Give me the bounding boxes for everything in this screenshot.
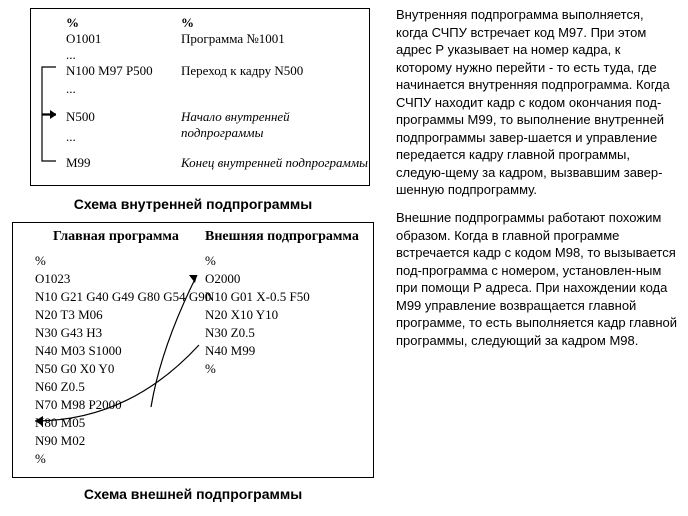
f2-sub-line: N30 Z0.5	[205, 325, 255, 341]
f2-left-title: Главная программа	[53, 229, 179, 245]
figure2-caption: Схема внешней подпрограммы	[0, 486, 386, 502]
f2-main-line: %	[35, 451, 46, 467]
f1-right-header: %	[181, 15, 194, 31]
figure-external-subprogram: Главная программа Внешняя подпрограмма %…	[12, 222, 374, 478]
f2-main-line: %	[35, 253, 46, 269]
f1-end: Конец внутренней подпрограммы	[181, 155, 368, 171]
f2-sub-line: N20 X10 Y10	[205, 307, 278, 323]
f1-n500: N500	[66, 109, 95, 125]
f2-main-line: N20 T3 M06	[35, 307, 103, 323]
f1-dots3: ...	[66, 129, 76, 145]
paragraph-external: Внешние подпрограммы работают похожим об…	[396, 209, 678, 349]
right-column: Внутренняя подпрограмма выполняется, ког…	[396, 6, 678, 359]
f2-return-arrow-icon	[19, 341, 203, 431]
f1-jump: Переход к кадру N500	[181, 63, 303, 79]
f1-start: Начало внутренней подпрограммы	[181, 109, 369, 141]
f2-sub-line: N10 G01 X-0.5 F50	[205, 289, 310, 305]
f2-sub-line: O2000	[205, 271, 240, 287]
f1-dots2: ...	[66, 81, 76, 97]
f1-up-arrow-icon	[38, 109, 62, 169]
figure-internal-subprogram: % % O1001 Программа №1001 ... N100 M97 P…	[30, 8, 370, 186]
f2-main-line: O1023	[35, 271, 70, 287]
figure1-caption: Схема внутренней подпрограммы	[0, 196, 386, 212]
f1-left-header: %	[66, 15, 79, 31]
f2-main-line: N90 M02	[35, 433, 85, 449]
f1-prog: Программа №1001	[181, 31, 285, 47]
f1-m99: M99	[66, 155, 91, 171]
f2-main-line: N30 G43 H3	[35, 325, 102, 341]
paragraph-internal: Внутренняя подпрограмма выполняется, ког…	[396, 6, 678, 199]
f2-sub-line: N40 M99	[205, 343, 255, 359]
f1-n100: N100 M97 P500	[66, 63, 153, 79]
f1-dots1: ...	[66, 47, 76, 63]
f1-o1001: O1001	[66, 31, 101, 47]
f2-right-title: Внешняя подпрограмма	[205, 229, 359, 245]
